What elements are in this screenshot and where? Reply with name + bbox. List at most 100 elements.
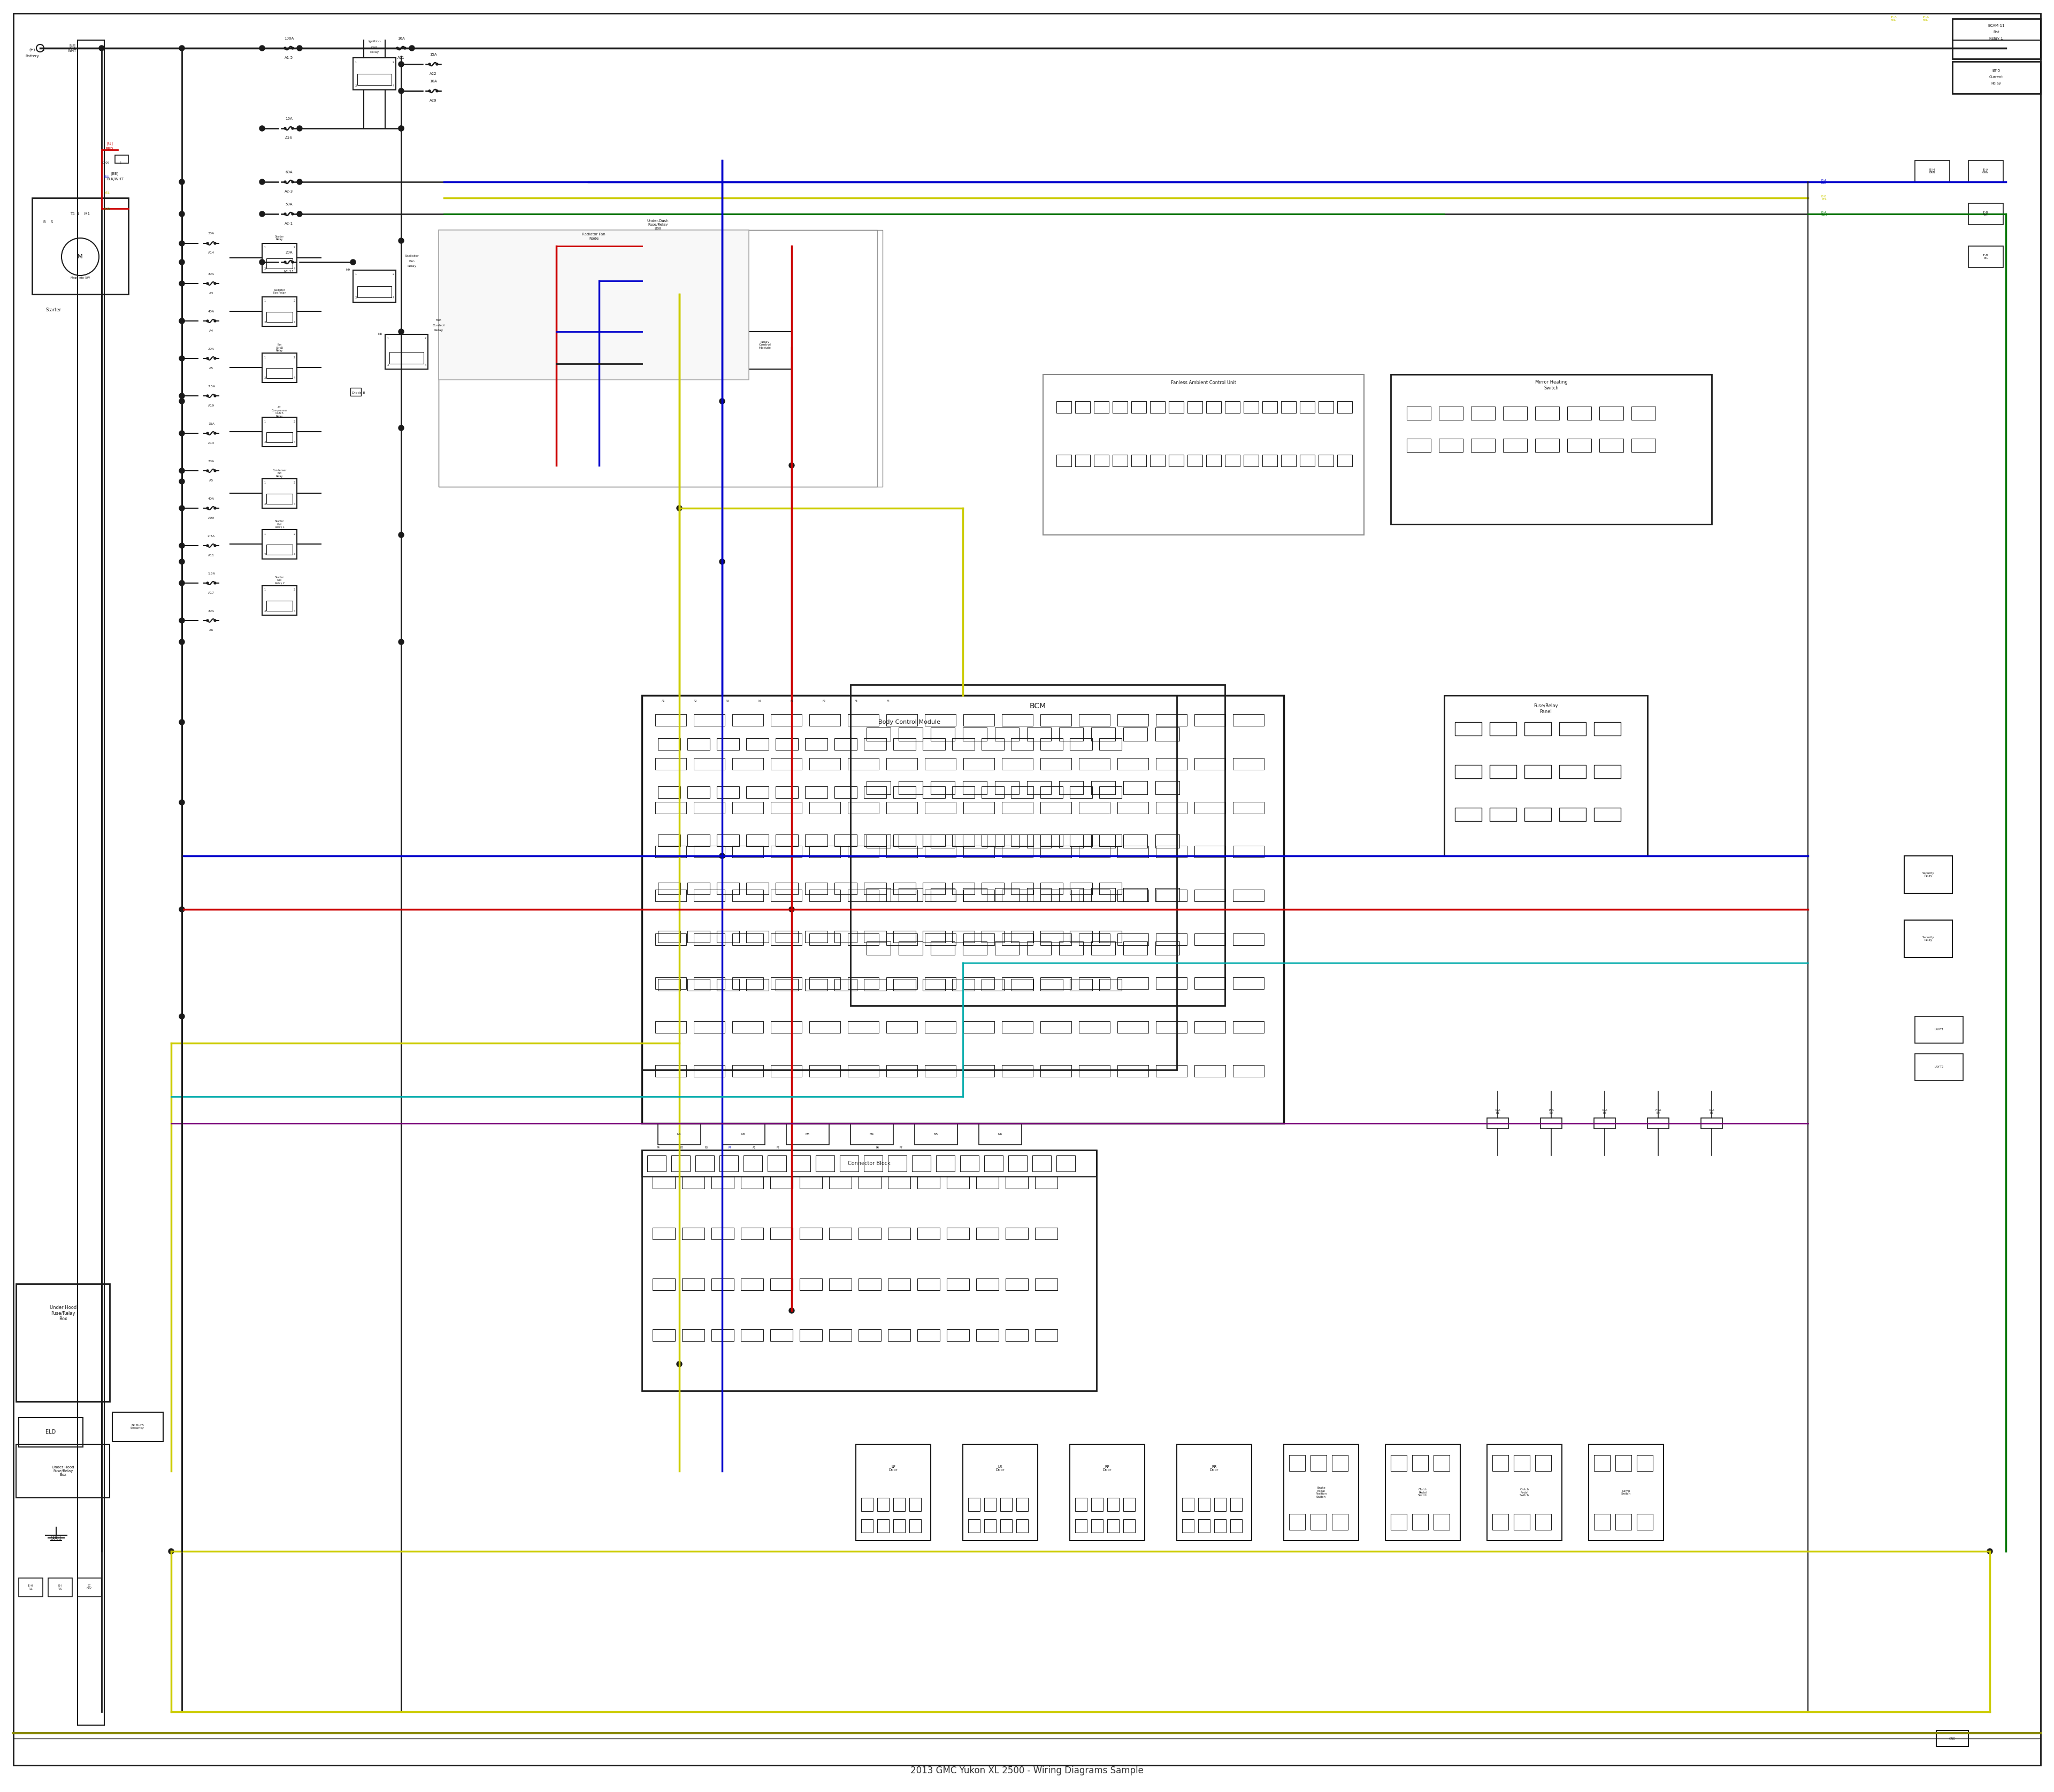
- Text: 10A
B3: 10A B3: [1602, 1109, 1608, 1115]
- Bar: [1282, 455, 1296, 466]
- Bar: [982, 787, 1004, 797]
- Bar: [963, 1021, 994, 1032]
- Bar: [440, 229, 877, 487]
- Circle shape: [168, 1548, 175, 1554]
- Bar: [1614, 1514, 1631, 1530]
- Bar: [1117, 758, 1148, 771]
- Bar: [924, 801, 955, 814]
- Bar: [1154, 781, 1179, 794]
- Bar: [1206, 455, 1222, 466]
- Bar: [733, 934, 764, 944]
- Bar: [953, 835, 974, 846]
- Bar: [1534, 407, 1559, 419]
- Circle shape: [207, 507, 210, 509]
- Bar: [688, 787, 711, 797]
- Bar: [1150, 401, 1165, 412]
- Bar: [1027, 835, 1052, 848]
- Circle shape: [214, 545, 216, 547]
- Bar: [982, 835, 1004, 846]
- Bar: [741, 1228, 764, 1240]
- Bar: [924, 1064, 955, 1077]
- Bar: [1534, 1514, 1551, 1530]
- Bar: [924, 977, 955, 989]
- Bar: [657, 787, 680, 797]
- Text: P3: P3: [705, 1147, 709, 1149]
- Bar: [1282, 401, 1296, 412]
- Circle shape: [719, 559, 725, 564]
- Bar: [1017, 1520, 1029, 1532]
- Circle shape: [207, 321, 210, 323]
- Text: 30A: 30A: [207, 609, 214, 613]
- Bar: [922, 883, 945, 894]
- Bar: [963, 934, 994, 944]
- Bar: [1041, 934, 1072, 944]
- Text: Starter
Coil
Relay 2: Starter Coil Relay 2: [275, 575, 283, 584]
- Circle shape: [214, 394, 216, 396]
- Bar: [918, 1177, 941, 1188]
- Bar: [1043, 375, 1364, 536]
- Bar: [641, 695, 1284, 1124]
- Bar: [1156, 801, 1187, 814]
- Bar: [746, 930, 768, 943]
- Bar: [1559, 765, 1586, 778]
- Bar: [1033, 1156, 1052, 1172]
- Circle shape: [283, 262, 286, 263]
- Text: Brake
Pedal
Position
Switch: Brake Pedal Position Switch: [1315, 1486, 1327, 1498]
- Bar: [768, 1156, 787, 1172]
- Text: YEL: YEL: [105, 192, 109, 194]
- Bar: [1117, 1064, 1148, 1077]
- Bar: [799, 1330, 822, 1340]
- Circle shape: [719, 853, 725, 858]
- Circle shape: [292, 213, 294, 215]
- Bar: [746, 738, 768, 751]
- Bar: [1440, 407, 1462, 419]
- Bar: [976, 1228, 998, 1240]
- Text: P2: P2: [776, 1147, 781, 1149]
- Text: A99: A99: [207, 516, 214, 520]
- Text: C409: C409: [103, 161, 109, 165]
- Bar: [959, 1156, 980, 1172]
- Bar: [1953, 18, 2040, 59]
- Bar: [809, 801, 840, 814]
- Bar: [887, 977, 918, 989]
- Bar: [1095, 455, 1109, 466]
- Bar: [717, 930, 739, 943]
- Bar: [1384, 1444, 1460, 1541]
- Bar: [1614, 1455, 1631, 1471]
- Text: (+): (+): [29, 48, 35, 52]
- Bar: [1953, 61, 2040, 93]
- Bar: [1117, 846, 1148, 858]
- Bar: [1487, 1444, 1561, 1541]
- Bar: [805, 738, 828, 751]
- Circle shape: [298, 211, 302, 217]
- Bar: [1060, 835, 1082, 848]
- Text: Relay: Relay: [433, 330, 444, 332]
- Bar: [776, 835, 799, 846]
- Bar: [386, 335, 427, 369]
- Bar: [1232, 758, 1263, 771]
- Bar: [1319, 455, 1333, 466]
- Bar: [267, 493, 292, 504]
- Bar: [1078, 889, 1109, 901]
- Bar: [809, 715, 840, 726]
- Bar: [910, 1498, 920, 1511]
- Text: A2-1: A2-1: [286, 222, 294, 226]
- Text: A3: A3: [210, 292, 214, 294]
- Bar: [1041, 1064, 1072, 1077]
- Bar: [922, 787, 945, 797]
- Circle shape: [207, 432, 210, 434]
- Text: Clutch
Pedal
Switch: Clutch Pedal Switch: [1417, 1487, 1428, 1496]
- Bar: [1091, 889, 1115, 901]
- Bar: [1195, 1021, 1226, 1032]
- Bar: [688, 930, 711, 943]
- Bar: [1027, 941, 1052, 955]
- Text: A19: A19: [207, 405, 214, 407]
- Text: IE-A
GRN: IE-A GRN: [1820, 211, 1828, 217]
- Bar: [982, 738, 1004, 751]
- Text: BCM-75
Security: BCM-75 Security: [131, 1425, 144, 1430]
- Bar: [994, 941, 1019, 955]
- Text: 30A: 30A: [207, 233, 214, 235]
- Bar: [805, 930, 828, 943]
- Bar: [1113, 455, 1128, 466]
- Bar: [1091, 941, 1115, 955]
